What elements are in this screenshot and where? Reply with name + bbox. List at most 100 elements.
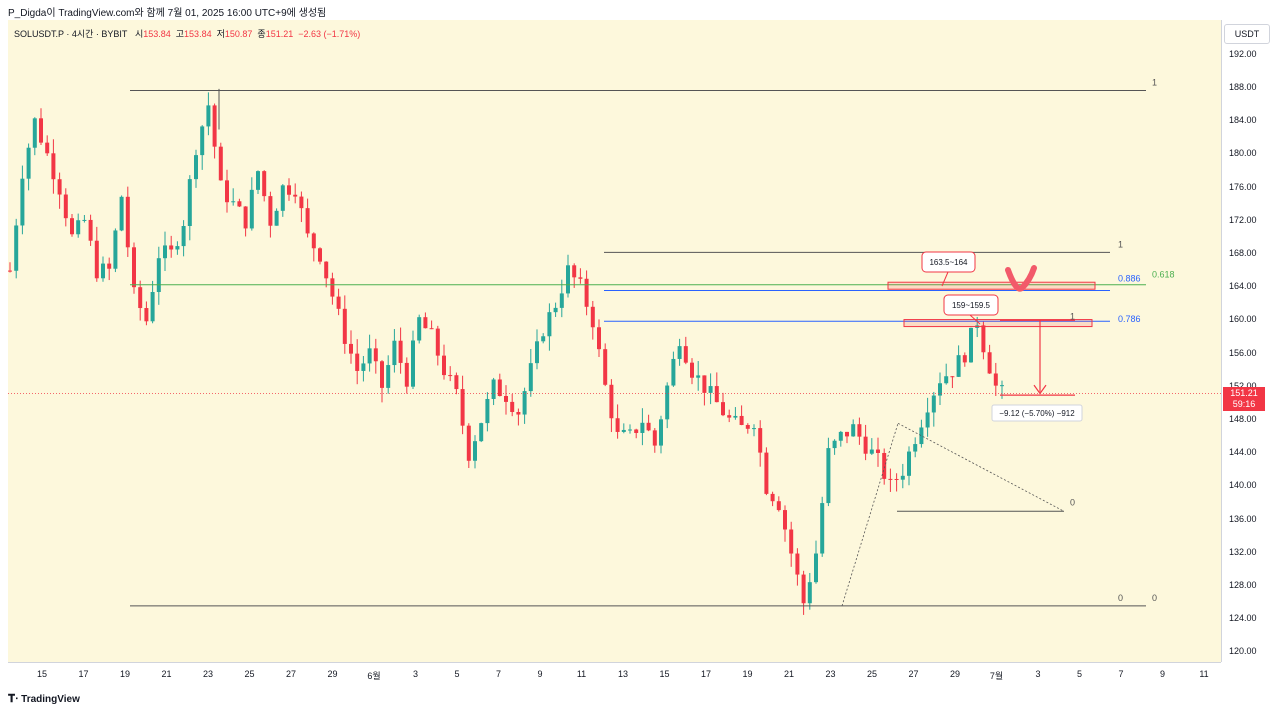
tradingview-logo: 𝐓∙ TradingView (8, 693, 80, 706)
candle-body (733, 415, 738, 418)
price-tick-label: 160.00 (1229, 314, 1257, 325)
candle-body (435, 328, 440, 356)
price-tick-label: 172.00 (1229, 214, 1257, 225)
candle-body (938, 383, 942, 396)
candle-body (993, 373, 998, 386)
time-tick-label: 23 (825, 669, 836, 679)
callout-159-159-text: 159~159.5 (952, 301, 991, 310)
candle-body (94, 240, 99, 279)
time-tick-label: 6월 (367, 671, 381, 681)
candle-body (491, 379, 496, 399)
time-tick-label: 13 (617, 669, 629, 679)
candle-body (466, 425, 471, 461)
candle-body (39, 118, 43, 143)
candle-body (807, 582, 812, 604)
candle-body (783, 510, 787, 530)
time-tick-label: 7 (1118, 669, 1124, 679)
time-tick-label: 9 (537, 669, 543, 679)
candle-body (752, 428, 756, 430)
candle-body (913, 444, 918, 452)
candle-body (950, 376, 955, 378)
candle-body (764, 452, 769, 494)
candle-body (336, 296, 341, 309)
fib-label-0a: 0 (1118, 593, 1123, 603)
candle-body (696, 375, 701, 378)
candle-body (739, 415, 744, 425)
time-tick-label: 5 (1076, 669, 1083, 679)
candle-body (63, 194, 68, 219)
candle-body (218, 146, 223, 181)
candle-body (646, 422, 651, 431)
currency-unit-button[interactable]: USDT (1224, 24, 1270, 44)
candle-body (163, 245, 167, 259)
candle-body (150, 292, 155, 322)
candle-body (907, 451, 911, 476)
chart-area[interactable]: SOLUSDT.P · 4시간 · BYBIT 시153.84 고153.84 … (8, 20, 1221, 662)
candle-body (386, 365, 391, 388)
candle-body (57, 179, 62, 195)
candle-body (485, 398, 490, 424)
price-axis[interactable] (1221, 20, 1280, 662)
candle-body (522, 391, 527, 415)
fib2-label-1: 1 (1118, 239, 1123, 249)
last-price-value: 151.21 (1230, 388, 1258, 398)
candle-body (789, 529, 794, 554)
candle-body (293, 194, 298, 197)
candle-body (621, 429, 626, 432)
candle-body (442, 355, 446, 376)
time-tick-label: 3 (412, 669, 419, 679)
time-tick-label: 19 (742, 669, 753, 679)
price-tick-label: 180.00 (1229, 148, 1257, 159)
time-tick-label: 29 (949, 669, 961, 679)
high-label: 고 (175, 29, 185, 39)
price-tick-label: 168.00 (1229, 248, 1257, 258)
candle-body (814, 553, 818, 583)
time-tick-label: 7 (495, 669, 502, 679)
time-tick-label: 25 (244, 669, 255, 679)
candle-body (169, 245, 174, 250)
time-axis[interactable] (8, 662, 1221, 687)
candle-body (652, 430, 657, 446)
candle-body (342, 308, 347, 344)
time-tick-label: 21 (161, 669, 172, 679)
time-tick-label: 17 (78, 669, 89, 679)
time-tick-label: 15 (36, 669, 48, 679)
candle-body (125, 196, 130, 248)
logo-text: TradingView (21, 694, 80, 705)
time-tick-label: 7월 (989, 671, 1004, 681)
candle-body (566, 265, 570, 294)
candle-body (671, 358, 676, 386)
candle-body (32, 118, 37, 148)
price-tick-label: 144.00 (1229, 447, 1257, 458)
measure-arrow-head (1033, 384, 1047, 395)
candle-body (845, 431, 849, 437)
candle-body (231, 201, 236, 203)
price-tick-label: 164.00 (1229, 281, 1257, 292)
candle-body (26, 147, 31, 179)
candle-body (894, 478, 899, 480)
fib2-label-0886: 0.886 (1118, 274, 1141, 284)
candle-body (609, 384, 614, 419)
header-title: P_Digda이 TradingView.com와 함께 7월 01, 2025… (8, 8, 327, 19)
candle-body (634, 429, 639, 433)
candle-body (665, 385, 670, 420)
low-label: 저 (216, 29, 225, 39)
candle-body (181, 226, 186, 247)
candle-body (237, 201, 242, 207)
change-value: −2.63 (−1.71%) (298, 29, 361, 39)
symbol-name[interactable]: SOLUSDT.P · 4시간 · BYBIT (14, 29, 128, 39)
time-tick-label: 27 (285, 669, 297, 679)
callout-159-159-pointer (969, 314, 981, 325)
price-tick-label: 184.00 (1229, 115, 1257, 126)
fib-label-1: 1 (1152, 77, 1157, 87)
candle-body (547, 312, 552, 337)
candle-body (355, 353, 360, 371)
time-tick-label: 3 (1035, 669, 1041, 679)
low-value: 150.87 (224, 29, 253, 39)
callout-163-164-box (921, 251, 976, 273)
candle-body (758, 428, 763, 453)
candle-body (20, 178, 25, 226)
candle-body (869, 449, 874, 454)
time-tick-label: 15 (659, 669, 670, 679)
candle-body (925, 412, 930, 428)
